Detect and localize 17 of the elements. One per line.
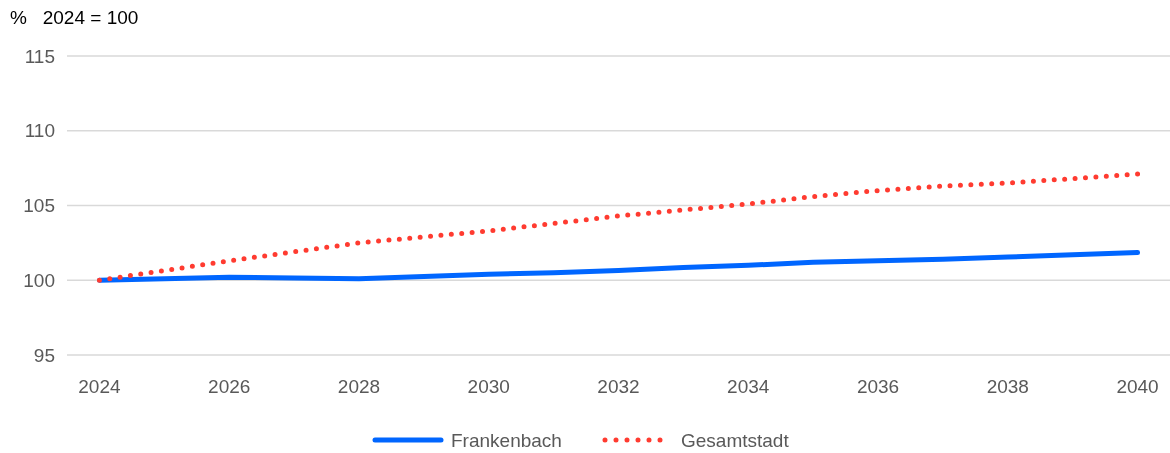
x-tick-label: 2032 bbox=[597, 376, 640, 397]
legend-label: Frankenbach bbox=[451, 429, 562, 451]
x-tick-label: 2030 bbox=[467, 376, 510, 397]
x-tick-label: 2024 bbox=[78, 376, 121, 397]
x-tick-label: 2034 bbox=[727, 376, 770, 397]
x-tick-label: 2038 bbox=[986, 376, 1029, 397]
x-tick-label: 2026 bbox=[208, 376, 251, 397]
y-tick-label: 115 bbox=[24, 45, 55, 67]
x-tick-label: 2036 bbox=[856, 376, 900, 397]
y-tick-label: 95 bbox=[33, 344, 55, 366]
y-tick-label: 100 bbox=[23, 269, 55, 291]
legend-label: Gesamtstadt bbox=[681, 429, 790, 451]
y-axis-title: % 2024 = 100 bbox=[10, 7, 139, 28]
y-tick-label: 105 bbox=[23, 195, 55, 217]
x-tick-label: 2040 bbox=[1116, 376, 1159, 397]
x-tick-label: 2028 bbox=[337, 376, 381, 397]
y-tick-label: 110 bbox=[24, 120, 55, 142]
